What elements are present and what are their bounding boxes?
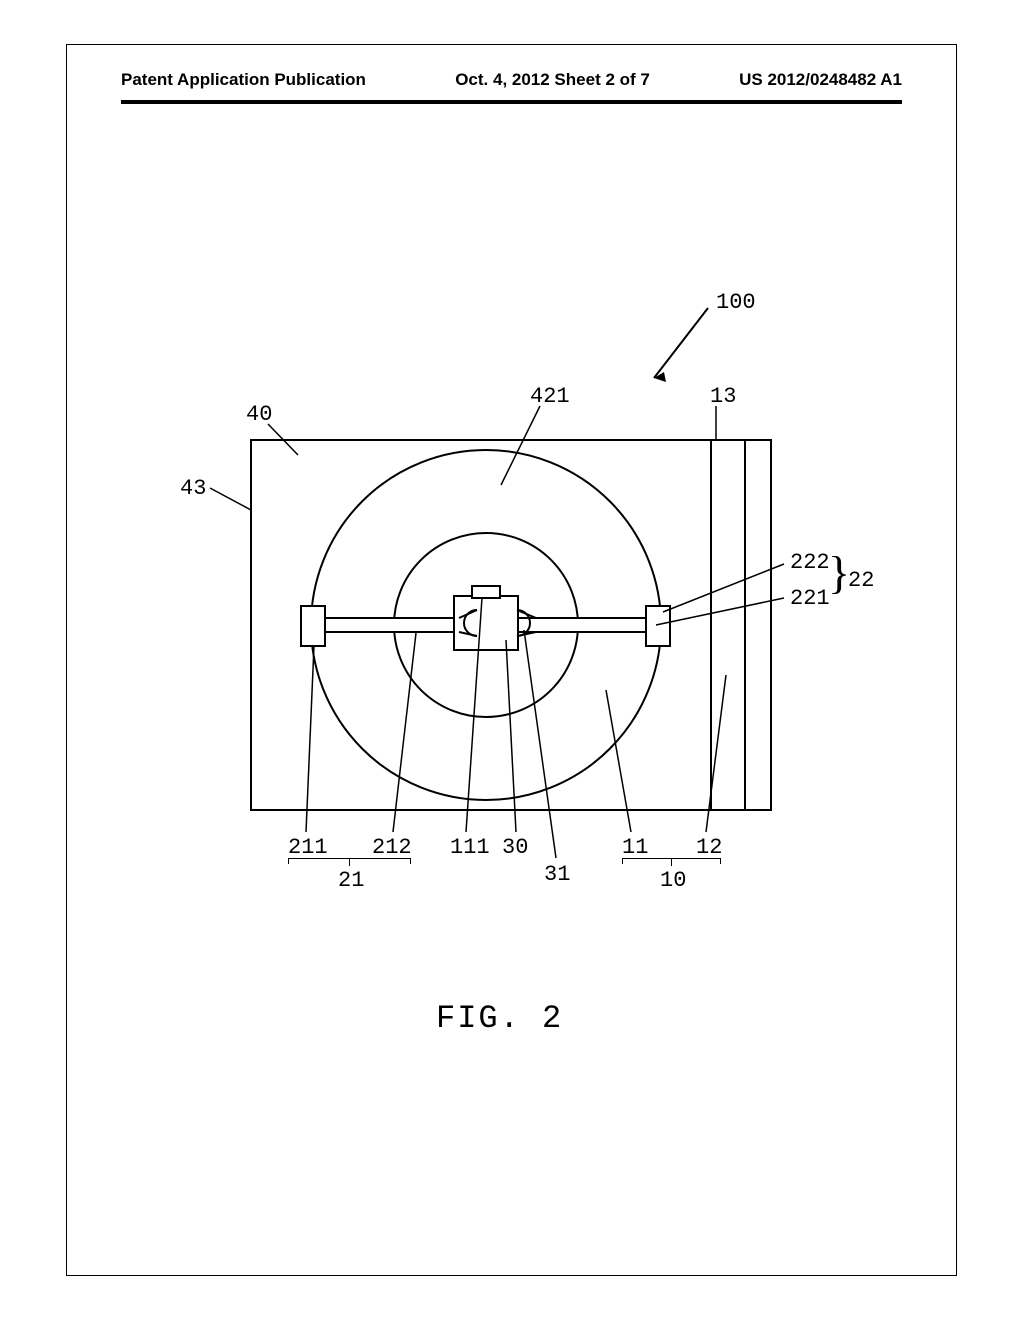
- label-100: 100: [716, 290, 756, 315]
- leader-12: [706, 675, 726, 832]
- label-43: 43: [180, 476, 206, 501]
- label-30: 30: [502, 835, 528, 860]
- figure-svg: [66, 260, 957, 1080]
- right-pad: [646, 606, 670, 646]
- label-111: 111: [450, 835, 490, 860]
- chip-tab: [472, 586, 500, 598]
- page-header: Patent Application Publication Oct. 4, 2…: [66, 60, 957, 100]
- label-211: 211: [288, 835, 328, 860]
- header-rule: [121, 100, 902, 104]
- header-left: Patent Application Publication: [121, 70, 366, 90]
- leader-31: [524, 630, 556, 858]
- figure-area: 100 40 421 13 43 222 221 22 } 211 212 11…: [66, 260, 957, 1080]
- leader-100: [654, 308, 708, 382]
- leader-222: [663, 564, 784, 612]
- leader-211: [306, 646, 314, 832]
- label-11: 11: [622, 835, 648, 860]
- label-421: 421: [530, 384, 570, 409]
- brace-22: }: [828, 546, 850, 599]
- label-212: 212: [372, 835, 412, 860]
- label-21: 21: [338, 868, 364, 893]
- left-pad: [301, 606, 325, 646]
- label-40: 40: [246, 402, 272, 427]
- leader-212: [393, 633, 416, 832]
- bar-left: [325, 618, 454, 632]
- label-10: 10: [660, 868, 686, 893]
- label-31: 31: [544, 862, 570, 887]
- header-center: Oct. 4, 2012 Sheet 2 of 7: [455, 70, 650, 90]
- figure-caption: FIG. 2: [436, 1000, 563, 1037]
- leader-221: [656, 598, 784, 625]
- bar-right: [518, 618, 646, 632]
- label-22: 22: [848, 568, 874, 593]
- label-12: 12: [696, 835, 722, 860]
- leader-43: [210, 488, 251, 510]
- leader-30: [506, 640, 516, 832]
- label-221: 221: [790, 586, 830, 611]
- label-222: 222: [790, 550, 830, 575]
- label-13: 13: [710, 384, 736, 409]
- header-right: US 2012/0248482 A1: [739, 70, 902, 90]
- leader-421: [501, 406, 540, 485]
